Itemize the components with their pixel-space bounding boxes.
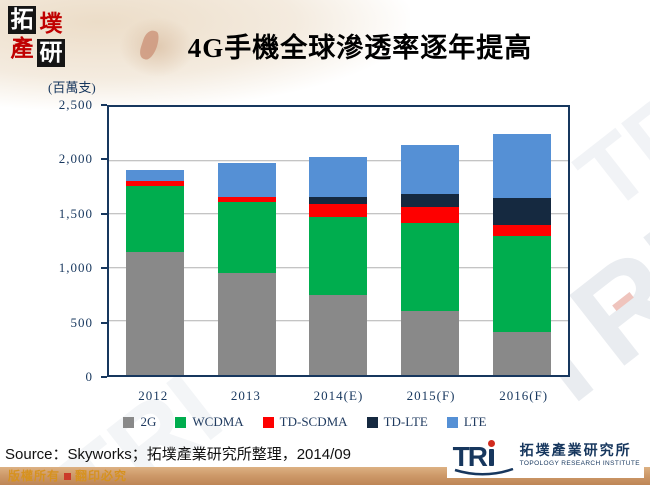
tri-wordmark: TR — [452, 440, 515, 477]
x-axis-labels: 2012 2013 2014(E) 2015(F) 2016(F) — [107, 388, 570, 404]
legend-label: TD-SCDMA — [279, 414, 348, 429]
bar-column-2015(F) — [384, 107, 476, 375]
legend-label: TD-LTE — [383, 414, 428, 429]
tri-seal-logo: 拓 墣 產 研 — [8, 6, 65, 67]
bar-segment-td-scdma — [401, 206, 460, 223]
bar-segment-lte — [217, 162, 276, 198]
bar-segment-2g — [217, 273, 276, 375]
legend-swatch-td-scdma — [262, 416, 274, 428]
chart-legend: 2G WCDMA TD-SCDMA TD-LTE LTE — [82, 414, 528, 430]
y-tick-mark — [101, 212, 107, 215]
legend-item-2g: 2G — [123, 414, 156, 430]
y-tick-label: 500 — [70, 314, 93, 330]
legend-item-td-scdma: TD-SCDMA — [262, 414, 348, 430]
stacked-bar-2016(F) — [493, 107, 552, 375]
legend-swatch-2g — [123, 416, 135, 428]
legend-swatch-td-lte — [366, 416, 378, 428]
bar-segment-td-lte — [401, 193, 460, 207]
stacked-bar-2013 — [217, 107, 276, 375]
y-tick-label: 1,000 — [58, 260, 93, 276]
bar-segment-td-lte — [309, 197, 368, 204]
tri-names: 拓墣產業研究所 TOPOLOGY RESEARCH INSTITUTE — [520, 444, 640, 468]
bar-segment-td-scdma — [125, 180, 184, 187]
copyright-part1: 版權所有 — [8, 469, 61, 483]
bar-segment-td-scdma — [309, 203, 368, 218]
legend-item-td-lte: TD-LTE — [366, 414, 428, 430]
bar-column-2016(F) — [476, 107, 568, 375]
bar-segment-wcdma — [493, 235, 552, 333]
tri-swoosh-icon — [454, 468, 514, 476]
seal-char-1: 拓 — [8, 6, 36, 34]
legend-item-lte: LTE — [446, 414, 487, 430]
bar-segment-lte — [309, 157, 368, 198]
y-axis-unit-label: (百萬支) — [48, 80, 96, 95]
bar-segment-lte — [401, 144, 460, 194]
source-line: Source：Skyworks；拓墣產業研究所整理，2014/09 — [5, 446, 351, 463]
bar-segment-td-lte — [493, 198, 552, 225]
tri-wordmark-letters: TR — [452, 441, 488, 472]
bar-segment-lte — [125, 170, 184, 181]
y-tick-label: 2,000 — [58, 151, 93, 167]
y-tick-mark — [101, 267, 107, 270]
legend-label: WCDMA — [192, 414, 244, 429]
bar-column-2012 — [109, 107, 201, 375]
y-tick-label: 0 — [85, 369, 93, 384]
bar-segment-2g — [309, 294, 368, 375]
y-tick-mark — [101, 104, 107, 106]
legend-label: LTE — [463, 414, 487, 429]
bar-segment-2g — [493, 332, 552, 375]
x-tick-label: 2015(F) — [406, 388, 456, 403]
bar-segment-wcdma — [401, 222, 460, 311]
tri-name-zh: 拓墣產業研究所 — [519, 444, 632, 459]
bar-segment-lte — [493, 133, 552, 199]
y-axis-labels: 0 500 1,000 1,500 2,000 2,500 — [0, 97, 107, 384]
bar-segment-wcdma — [217, 202, 276, 274]
bar-segment-wcdma — [125, 186, 184, 252]
stacked-bar-2014(E) — [309, 107, 368, 375]
seal-char-3: 產 — [10, 36, 34, 61]
bar-column-2013 — [201, 107, 293, 375]
seal-char-4: 研 — [37, 39, 65, 67]
tri-name-en: TOPOLOGY RESEARCH INSTITUTE — [519, 460, 640, 467]
beige-map-background — [0, 0, 410, 110]
x-tick-label: 2012 — [138, 388, 169, 403]
legend-item-wcdma: WCDMA — [175, 414, 244, 430]
map-blob-decoration — [118, 16, 196, 78]
x-tick-label: 2014(E) — [313, 388, 364, 403]
y-tick-mark — [101, 376, 107, 378]
plot-area — [107, 105, 570, 377]
tri-wordmark-i — [487, 440, 495, 466]
bar-segment-2g — [401, 310, 460, 375]
bar-segment-2g — [125, 251, 184, 375]
legend-swatch-wcdma — [175, 416, 187, 428]
x-tick-label: 2013 — [230, 388, 261, 403]
y-tick-mark — [101, 158, 107, 161]
y-tick-label: 2,500 — [58, 97, 93, 112]
bar-segment-wcdma — [309, 217, 368, 295]
copyright-part2: 翻印必究 — [75, 469, 128, 483]
tri-watermark: TRI — [558, 53, 650, 231]
stacked-bar-2015(F) — [401, 107, 460, 375]
copyright-text: 版權所有 翻印必究 — [8, 469, 127, 483]
seal-char-2: 墣 — [39, 11, 63, 36]
tri-red-dot-icon — [487, 440, 495, 447]
chart-title: 4G手機全球滲透率逐年提高 — [187, 33, 533, 63]
copyright-separator-dot — [64, 473, 72, 481]
legend-label: 2G — [140, 414, 157, 429]
bar-column-2014(E) — [293, 107, 385, 375]
legend-swatch-lte — [446, 416, 458, 428]
y-tick-label: 1,500 — [58, 205, 93, 221]
x-tick-label: 2016(F) — [499, 388, 549, 403]
watermark-red-accent — [612, 291, 634, 312]
bar-segment-td-scdma — [493, 224, 552, 236]
stacked-bar-2012 — [125, 107, 184, 375]
tri-institute-logo: TR 拓墣產業研究所 TOPOLOGY RESEARCH INSTITUTE — [446, 440, 644, 478]
bar-columns — [109, 107, 568, 375]
bar-segment-td-scdma — [217, 197, 276, 203]
y-tick-mark — [101, 321, 107, 324]
